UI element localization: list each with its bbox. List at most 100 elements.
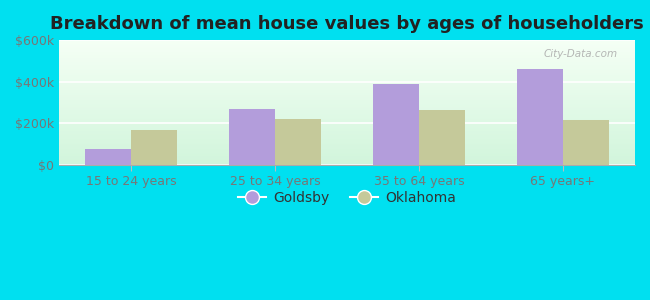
Bar (373, 84, 419, 165)
Bar (59, 63, 635, 64)
Bar (59, 61, 635, 63)
Bar (59, 122, 635, 124)
Bar (59, 41, 635, 43)
Bar (59, 96, 635, 98)
Bar (59, 91, 635, 92)
Bar (419, 110, 465, 165)
Bar (59, 145, 635, 146)
Bar (59, 79, 635, 80)
Bar (517, 69, 563, 165)
Bar (59, 56, 635, 58)
Bar (59, 100, 635, 101)
Bar (59, 140, 635, 141)
Bar (59, 130, 635, 131)
Bar (59, 89, 635, 90)
Bar (59, 92, 635, 94)
Bar (59, 46, 635, 48)
Bar (59, 158, 635, 159)
Bar (59, 86, 635, 88)
Bar (59, 64, 635, 65)
Bar (59, 76, 635, 78)
Bar (59, 49, 635, 50)
Bar (59, 124, 635, 125)
Bar (59, 112, 635, 114)
Bar (59, 136, 635, 137)
Bar (59, 131, 635, 133)
Bar (59, 155, 635, 156)
Bar (59, 75, 635, 76)
Bar (59, 73, 635, 74)
Bar (59, 129, 635, 130)
Bar (59, 106, 635, 107)
Bar (59, 40, 635, 41)
Bar (59, 81, 635, 83)
Bar (59, 52, 635, 54)
Bar (59, 80, 635, 81)
Bar (59, 159, 635, 160)
Bar (59, 107, 635, 109)
Bar (59, 58, 635, 59)
Bar (59, 150, 635, 151)
Bar (59, 154, 635, 155)
Title: Breakdown of mean house values by ages of householders: Breakdown of mean house values by ages o… (50, 15, 644, 33)
Bar (59, 69, 635, 70)
Bar (59, 156, 635, 158)
Bar (59, 116, 635, 118)
Bar (59, 137, 635, 139)
Legend: Goldsby, Oklahoma: Goldsby, Oklahoma (233, 185, 462, 210)
Bar (59, 110, 635, 111)
Bar (59, 121, 635, 122)
Bar (59, 94, 635, 95)
Bar (59, 98, 635, 99)
Bar (59, 115, 635, 116)
Bar (59, 126, 635, 128)
Bar (59, 148, 635, 149)
Bar (59, 114, 635, 115)
Bar (59, 43, 635, 44)
Bar (59, 51, 635, 52)
Bar (59, 84, 635, 85)
Bar (59, 55, 635, 56)
Bar (563, 120, 609, 165)
Bar (59, 45, 635, 46)
Bar (59, 74, 635, 75)
Bar (59, 82, 635, 84)
Bar (59, 109, 635, 110)
Bar (275, 119, 321, 165)
Bar (59, 44, 635, 45)
Bar (59, 152, 635, 154)
Bar (59, 141, 635, 142)
Bar (59, 85, 635, 86)
Bar (59, 151, 635, 152)
Bar (59, 128, 635, 129)
Bar (59, 50, 635, 51)
Bar (59, 65, 635, 66)
Bar (59, 146, 635, 148)
Bar (59, 66, 635, 68)
Bar (59, 59, 635, 60)
Bar (59, 160, 635, 161)
Bar (59, 142, 635, 144)
Bar (59, 48, 635, 49)
Bar (59, 161, 635, 162)
Bar (59, 162, 635, 164)
Bar (85, 149, 131, 165)
Bar (59, 125, 635, 126)
Bar (59, 60, 635, 61)
Bar (59, 95, 635, 96)
Bar (59, 119, 635, 120)
Bar (59, 104, 635, 105)
Bar (59, 149, 635, 150)
Bar (59, 111, 635, 112)
Bar (59, 118, 635, 119)
Text: City-Data.com: City-Data.com (543, 49, 618, 59)
Bar (59, 90, 635, 91)
Bar (131, 130, 177, 165)
Bar (59, 139, 635, 140)
Bar (59, 101, 635, 103)
Bar (59, 68, 635, 69)
Bar (59, 71, 635, 73)
Bar (59, 135, 635, 136)
Bar (59, 105, 635, 106)
Bar (229, 109, 275, 165)
